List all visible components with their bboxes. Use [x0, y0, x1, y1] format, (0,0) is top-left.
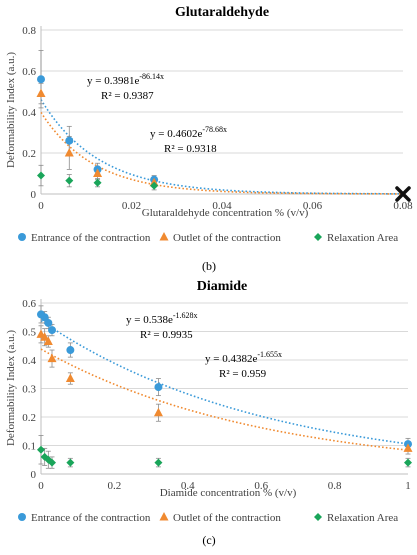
legend-entry: Relaxation Area [327, 512, 398, 524]
legend-marker [314, 233, 322, 241]
diamide-chart: Diamide 0 0.1 0.2 0.3 0.4 0.5 0.6 0 0.2 0.4 0.6 0.8… [5, 279, 413, 547]
x-tick-label: 0.4 [181, 480, 195, 492]
data-point [93, 168, 103, 177]
data-point [93, 178, 102, 187]
data-point [37, 171, 45, 180]
trendline-r2: R² = 0.959 [219, 368, 267, 380]
legend: Entrance of the contraction Outlet of the… [18, 512, 398, 524]
data-point [48, 326, 57, 335]
y-tick-label: 0.5 [22, 327, 36, 339]
y-tick-label: 0.8 [22, 25, 36, 37]
legend-entry: Outlet of the contraction [173, 512, 281, 524]
y-tick-label: 0.4 [22, 107, 36, 119]
data-point [47, 353, 57, 363]
panel-label: (c) [202, 533, 215, 547]
data-point [40, 332, 50, 341]
x-axis-label: Diamide concentration % (v/v) [160, 487, 297, 499]
legend: Entrance of the contraction Outlet of the… [18, 232, 398, 244]
legend-entry: Relaxation Area [327, 232, 398, 244]
data-point [36, 88, 46, 98]
x-tick-label: 0.6 [254, 480, 268, 492]
x-tick-label: 0.8 [328, 480, 342, 492]
y-tick-label: 0.6 [22, 66, 36, 78]
y-tick-label: 0 [31, 469, 37, 481]
data-point [65, 176, 74, 185]
x-axis-label: Glutaraldehyde concentration % (v/v) [142, 207, 309, 219]
panel-label: (b) [202, 259, 216, 273]
x-tick-label: 1 [405, 480, 411, 492]
trendline-r2: R² = 0.9387 [101, 90, 154, 102]
y-tick-label: 0.2 [22, 412, 36, 424]
data-point [64, 148, 74, 157]
legend-marker [18, 233, 26, 241]
y-tick-label: 0.2 [22, 148, 36, 160]
y-tick-label: 0.1 [22, 441, 36, 453]
x-tick-label: 0.06 [303, 200, 323, 212]
y-axis-label: Deformability Index (a.u.) [5, 52, 17, 168]
data-point [153, 407, 163, 417]
legend-marker [159, 232, 169, 241]
y-tick-label: 0.3 [22, 384, 36, 396]
data-point [154, 383, 163, 392]
y-axis-label: Deformability Index (a.u.) [5, 330, 17, 446]
data-point [65, 373, 75, 383]
chart-title: Diamide [197, 279, 248, 294]
x-tick-label: 0.08 [393, 200, 413, 212]
legend-entry: Entrance of the contraction [31, 232, 151, 244]
y-tick-label: 0.6 [22, 298, 36, 310]
data-point [65, 136, 74, 145]
trendline-equation: y = 0.4602e-78.68x [150, 125, 227, 140]
x-marker [395, 186, 411, 202]
glutaraldehyde-chart: Glutaraldehyde 0 0.2 0.4 0.6 0.8 0 0.02 0.04 0.0… [5, 5, 413, 273]
data-point [37, 75, 45, 84]
data-point [37, 445, 45, 454]
data-point [48, 458, 57, 467]
legend-marker [159, 512, 169, 521]
x-tick-label: 0.02 [122, 200, 141, 212]
trendline-equation: y = 0.3981e-86.14x [87, 72, 164, 87]
y-tick-label: 0.4 [22, 355, 36, 367]
legend-marker [18, 513, 26, 521]
data-point [404, 458, 412, 467]
trendline-equation: y = 0.4382e-1.655x [205, 350, 282, 365]
trendline [40, 111, 404, 195]
data-point [40, 313, 49, 322]
x-tick-label: 0 [38, 480, 44, 492]
chart-title: Glutaraldehyde [175, 5, 269, 20]
data-point [43, 336, 53, 345]
x-tick-label: 0.04 [212, 200, 232, 212]
data-point [44, 318, 53, 327]
y-tick-label: 0 [31, 189, 37, 201]
data-point [150, 181, 159, 190]
legend-marker [314, 513, 322, 521]
data-point [154, 458, 163, 467]
legend-entry: Entrance of the contraction [31, 512, 151, 524]
trendline-equation: y = 0.538e-1.628x [126, 311, 198, 326]
data-point [66, 346, 75, 355]
data-point [66, 458, 75, 467]
x-tick-label: 0.2 [108, 480, 122, 492]
legend-entry: Outlet of the contraction [173, 232, 281, 244]
data-point [403, 443, 413, 452]
trendline-r2: R² = 0.9935 [140, 329, 193, 341]
trendline-r2: R² = 0.9318 [164, 143, 217, 155]
x-tick-label: 0 [38, 200, 44, 212]
trendline [40, 320, 409, 445]
